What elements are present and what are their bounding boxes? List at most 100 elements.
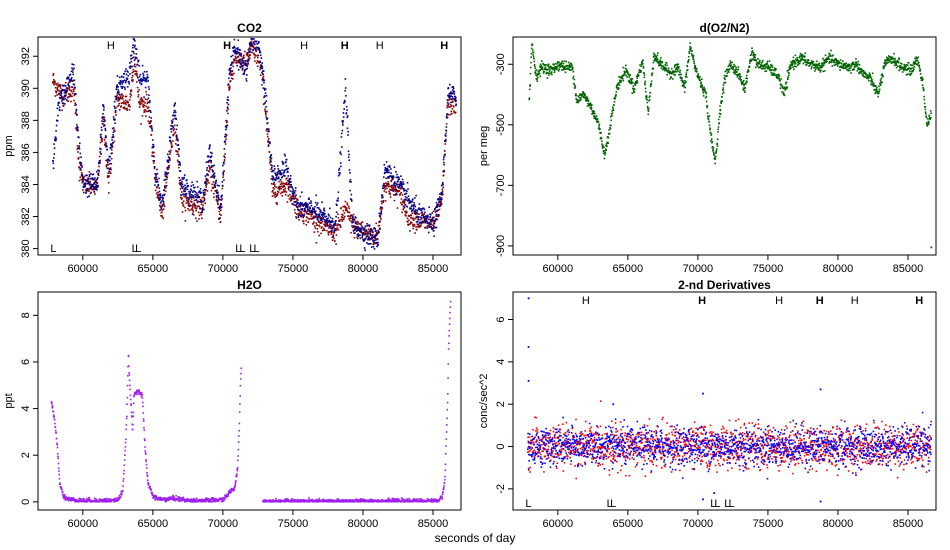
data-point (203, 199, 206, 202)
data-point (374, 228, 376, 230)
data-point (271, 195, 274, 197)
data-point (447, 87, 450, 89)
data-point (294, 201, 296, 203)
data-point (649, 85, 652, 88)
data-point (190, 195, 192, 198)
data-point (387, 176, 390, 178)
data-point (240, 64, 243, 66)
data-point (550, 71, 553, 73)
data-point (189, 195, 191, 197)
data-point (372, 242, 375, 245)
data-point (733, 63, 735, 66)
data-point (98, 155, 101, 158)
data-point (113, 100, 116, 103)
data-point (150, 125, 153, 127)
data-point (677, 63, 680, 66)
data-point (618, 81, 621, 84)
data-point (321, 220, 323, 223)
data-point (276, 177, 279, 180)
data-point (427, 231, 430, 234)
data-point (246, 67, 248, 70)
data-point (229, 87, 231, 89)
data-point (856, 64, 859, 67)
data-point (906, 73, 908, 76)
data-point (740, 75, 742, 78)
data-point (329, 230, 332, 233)
data-point (58, 470, 60, 472)
data-point (315, 222, 317, 224)
data-point (745, 77, 747, 79)
data-point (80, 162, 83, 164)
data-point (191, 201, 193, 203)
data-point (442, 158, 445, 161)
data-point (705, 92, 707, 95)
data-point (317, 219, 319, 221)
data-point (226, 121, 228, 124)
data-point (331, 228, 334, 230)
data-point (238, 52, 241, 54)
data-point (66, 89, 69, 92)
data-point (846, 64, 849, 66)
data-point (433, 235, 435, 237)
data-point (572, 67, 574, 69)
data-point (276, 172, 278, 174)
data-point (131, 57, 134, 59)
data-point (145, 79, 147, 82)
data-point (344, 87, 347, 89)
data-point (370, 237, 372, 239)
data-point (395, 183, 397, 185)
data-point (169, 159, 171, 161)
data-point (891, 56, 894, 59)
data-point (330, 233, 333, 235)
data-point (389, 188, 391, 191)
data-point (450, 93, 453, 95)
data-point (143, 96, 145, 98)
data-point (386, 184, 389, 187)
data-point (136, 75, 139, 77)
data-point (431, 218, 434, 220)
data-point (420, 222, 422, 224)
data-point (131, 80, 134, 83)
data-point (279, 179, 282, 181)
data-point (295, 194, 297, 196)
data-point (298, 212, 301, 215)
data-point (880, 81, 882, 83)
data-point (592, 112, 595, 115)
data-point (164, 175, 167, 177)
data-point (169, 153, 171, 155)
data-point (617, 82, 620, 85)
data-point (240, 58, 242, 61)
data-point (142, 79, 144, 82)
data-point (739, 78, 742, 81)
data-point (544, 66, 547, 68)
data-point (228, 86, 230, 89)
data-point (411, 209, 414, 212)
data-point (51, 402, 53, 405)
data-point (810, 67, 813, 70)
data-point (132, 50, 135, 53)
data-point (298, 205, 300, 207)
data-point (51, 406, 54, 408)
data-point (282, 185, 285, 188)
data-point (586, 96, 588, 99)
data-point (300, 215, 302, 217)
data-point (684, 80, 686, 82)
data-point (88, 188, 90, 191)
data-point (113, 118, 115, 121)
data-point (577, 101, 579, 104)
data-point (314, 215, 317, 218)
data-point (453, 93, 456, 95)
data-point (397, 186, 399, 188)
data-point (877, 95, 879, 98)
data-point (644, 82, 646, 84)
data-point (611, 110, 613, 112)
data-point (601, 143, 603, 145)
data-point (696, 70, 698, 73)
data-point (97, 169, 100, 171)
data-point (278, 189, 281, 191)
data-point (423, 217, 425, 220)
data-point (333, 228, 336, 230)
data-point (441, 198, 443, 201)
